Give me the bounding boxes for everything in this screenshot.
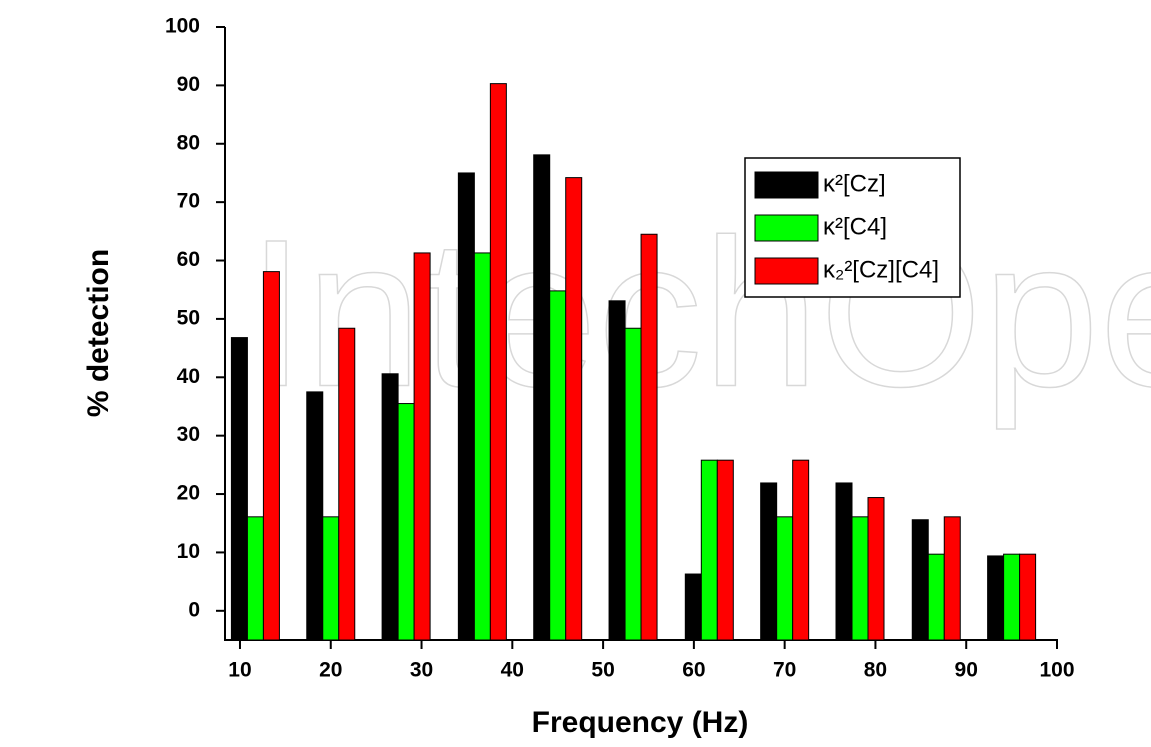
bar — [776, 516, 794, 641]
legend-swatch — [754, 171, 819, 199]
y-tick-label: 70 — [177, 190, 200, 213]
bar — [565, 177, 583, 641]
x-tick-label: 90 — [955, 659, 978, 682]
y-tick-label: 50 — [177, 306, 200, 329]
bar — [306, 391, 324, 641]
y-tick-label: 30 — [177, 423, 200, 446]
y-axis-label: % detection — [82, 249, 115, 417]
x-tick-label: 80 — [864, 659, 887, 682]
bar — [716, 459, 734, 641]
bar — [246, 516, 264, 641]
bar — [624, 327, 642, 641]
y-tick-label: 60 — [177, 248, 200, 271]
bar — [533, 154, 551, 641]
legend-label: κ²[C4] — [823, 213, 887, 240]
y-tick-label: 40 — [177, 365, 200, 388]
bar — [457, 172, 475, 641]
bar — [549, 290, 567, 641]
bar — [640, 233, 658, 641]
y-tick-label: 20 — [177, 482, 200, 505]
legend-swatch — [754, 214, 819, 242]
x-tick-label: 20 — [319, 659, 342, 682]
x-tick-label: 50 — [591, 659, 614, 682]
legend: κ²[Cz] κ²[C4] κ₂²[Cz][C4] — [744, 157, 961, 298]
x-tick-label: 30 — [410, 659, 433, 682]
y-tick-label: 100 — [165, 15, 200, 38]
bar — [489, 83, 507, 641]
bar — [608, 300, 626, 641]
y-tick-label: 80 — [177, 131, 200, 154]
legend-label: κ₂²[Cz][C4] — [823, 256, 939, 283]
bar — [987, 555, 1005, 641]
x-tick-label: 70 — [773, 659, 796, 682]
x-tick-label: 100 — [1039, 659, 1074, 682]
bar — [1019, 553, 1037, 641]
bar — [851, 516, 869, 641]
bar — [413, 252, 431, 641]
y-tick-label: 0 — [188, 598, 200, 621]
bar — [700, 459, 718, 641]
bar — [381, 373, 399, 641]
bar — [684, 573, 702, 641]
y-tick-label: 90 — [177, 73, 200, 96]
x-tick-label: 10 — [228, 659, 251, 682]
x-axis-label: Frequency (Hz) — [532, 706, 749, 739]
bar — [835, 482, 853, 641]
bar — [927, 553, 945, 641]
bar — [911, 519, 929, 641]
bar — [322, 516, 340, 641]
x-tick-label: 40 — [501, 659, 524, 682]
y-tick-label: 10 — [177, 540, 200, 563]
bar — [760, 482, 778, 641]
x-tick-label: 60 — [682, 659, 705, 682]
legend-label: κ²[Cz] — [823, 170, 886, 197]
bar — [1003, 553, 1021, 641]
bar — [867, 497, 885, 641]
bar — [792, 459, 810, 641]
bar — [338, 327, 356, 641]
bar — [230, 337, 248, 641]
bar — [262, 271, 280, 641]
bar — [397, 403, 415, 641]
bar — [943, 516, 961, 641]
legend-swatch — [754, 257, 819, 285]
bar — [473, 252, 491, 641]
